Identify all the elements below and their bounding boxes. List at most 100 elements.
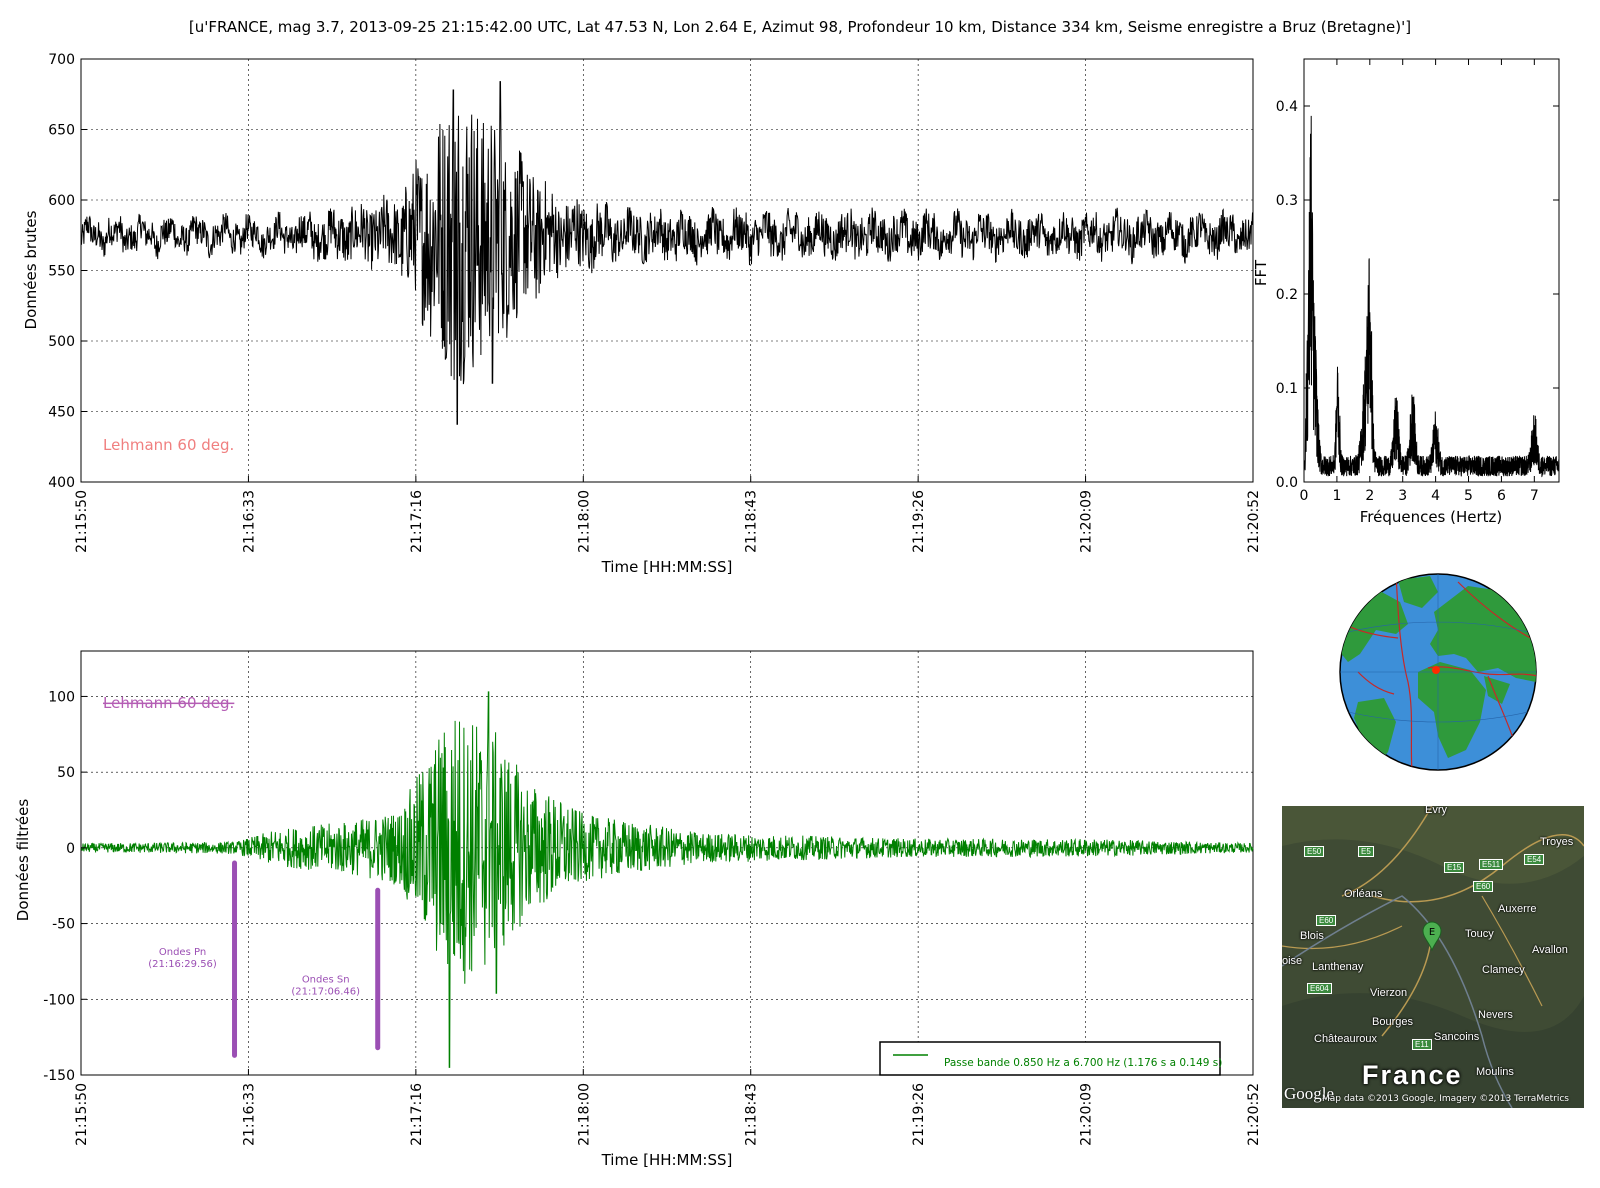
- x-tick-label: 21:16:33: [241, 490, 257, 553]
- x-tick-label: 1: [1332, 488, 1341, 504]
- x-tick-label: 21:18:43: [744, 1083, 760, 1146]
- x-tick-label: 7: [1530, 488, 1539, 504]
- x-tick-label: 5: [1464, 488, 1473, 504]
- y-tick-label: 0.3: [1276, 193, 1298, 209]
- y-tick-label: 450: [48, 405, 75, 421]
- x-tick-label: 21:18:00: [576, 1083, 592, 1146]
- fft-chart: 0.0 0.1 0.2 0.3 0.4 0 1 2 3 4 5 6 7 FFT Fréquences …: [1252, 58, 1560, 526]
- wave-marker-name: Ondes Pn: [159, 947, 206, 958]
- map-city-label: Auxerre: [1498, 903, 1537, 915]
- map-attribution: Map data ©2013 Google, Imagery ©2013 Ter…: [1322, 1094, 1569, 1104]
- map-terrain-patch: [1282, 806, 1584, 884]
- y-tick-label: -50: [52, 917, 75, 933]
- wave-marker-name: Ondes Sn: [302, 974, 350, 985]
- land-africa: [1418, 662, 1486, 758]
- y-tick-label: 500: [48, 334, 75, 350]
- map-road-line: [1481, 895, 1543, 1007]
- epicenter-marker: [1432, 666, 1440, 674]
- x-tick-label: 21:20:52: [1246, 490, 1262, 553]
- x-tick-label: 21:20:09: [1079, 490, 1095, 553]
- y-tick-label: 0.0: [1276, 475, 1298, 491]
- legend-box: Passe bande 0.850 Hz a 6.700 Hz (1.176 s…: [879, 1041, 1222, 1076]
- x-tick-label: 21:20:52: [1246, 1083, 1262, 1146]
- map-road-shield: E60: [1473, 881, 1494, 892]
- fft-x-ticks: 0 1 2 3 4 5 6 7: [1300, 59, 1539, 504]
- x-tick-label: 21:15:50: [74, 1083, 90, 1146]
- fft-series-line: [1303, 115, 1560, 478]
- filtered-data-chart: Ondes Pn(21:16:29.56) Ondes Sn(21:17:06.4…: [14, 650, 1262, 1169]
- map-road-shield: E511: [1479, 859, 1504, 870]
- land-greenland: [1398, 576, 1438, 608]
- raw-x-axis-label: Time [HH:MM:SS]: [601, 558, 733, 576]
- land-eurasia: [1430, 586, 1536, 682]
- map-city-label: Orléans: [1344, 888, 1383, 900]
- y-tick-label: 50: [57, 765, 75, 781]
- filtered-y-axis-label: Données filtrées: [14, 799, 32, 922]
- x-tick-label: 21:15:50: [74, 490, 90, 553]
- x-tick-label: 0: [1300, 488, 1309, 504]
- raw-y-ticks: 400 450 500 550 600 650 700: [48, 52, 87, 491]
- map-city-label: Châteauroux: [1314, 1033, 1377, 1045]
- x-tick-label: 4: [1431, 488, 1440, 504]
- y-tick-label: 0.4: [1276, 99, 1298, 115]
- raw-y-axis-label: Données brutes: [22, 210, 40, 329]
- satellite-map[interactable]: Évry Troyes Orléans Auxerre Blois Toucy …: [1282, 806, 1584, 1108]
- legend-frame: [879, 1041, 1221, 1076]
- map-city-label: Clamecy: [1482, 964, 1525, 976]
- map-terrain: [1282, 806, 1584, 1108]
- x-tick-label: 21:18:00: [576, 490, 592, 553]
- map-city-label: Moulins: [1476, 1066, 1514, 1078]
- y-tick-label: 600: [48, 193, 75, 209]
- x-tick-label: 21:18:43: [744, 490, 760, 553]
- x-tick-label: 21:17:16: [409, 1083, 425, 1146]
- x-tick-label: 2: [1365, 488, 1374, 504]
- y-tick-label: 0.1: [1276, 381, 1298, 397]
- epicenter-pin-body: [1422, 921, 1442, 951]
- wave-markers: Ondes Pn(21:16:29.56) Ondes Sn(21:17:06.4…: [148, 860, 381, 1058]
- map-road-shield: E604: [1307, 983, 1332, 994]
- x-tick-label: 21:16:33: [241, 1083, 257, 1146]
- map-city-label: Blois: [1300, 930, 1324, 942]
- raw-series-line: [80, 81, 1254, 425]
- map-city-label: Vierzon: [1370, 987, 1408, 999]
- filtered-y-ticks: -150 -100 -50 0 50 100: [43, 689, 87, 1084]
- raw-lehmann-annotation: Lehmann 60 deg.: [103, 436, 234, 454]
- epicenter-pin-icon[interactable]: E: [1422, 921, 1442, 951]
- y-tick-label: 650: [48, 123, 75, 139]
- y-tick-label: 0: [66, 841, 75, 857]
- filtered-lehmann-annotation: Lehmann 60 deg.: [103, 694, 234, 712]
- plate-boundary: [1427, 666, 1536, 677]
- fft-x-axis-label: Fréquences (Hertz): [1360, 508, 1503, 526]
- y-tick-label: 700: [48, 52, 75, 68]
- map-road-shield: E60: [1316, 915, 1337, 926]
- y-tick-label: -150: [43, 1068, 75, 1084]
- map-city-label: Sancoins: [1434, 1031, 1480, 1043]
- y-tick-label: 400: [48, 475, 75, 491]
- y-tick-label: -100: [43, 992, 75, 1008]
- map-road-shield: E50: [1304, 846, 1325, 857]
- raw-x-ticks: 21:15:50 21:16:33 21:17:16 21:18:00 21:18:43…: [74, 476, 1262, 553]
- map-city-label: Bourges: [1372, 1016, 1413, 1028]
- x-tick-label: 6: [1497, 488, 1506, 504]
- map-city-label: Évry: [1425, 806, 1447, 816]
- wave-marker-time: (21:16:29.56): [148, 959, 217, 970]
- x-tick-label: 21:19:26: [911, 1083, 927, 1146]
- plate-boundary: [1395, 574, 1413, 770]
- globe-land: [1340, 576, 1536, 768]
- filtered-plot-frame: [80, 650, 1254, 1076]
- x-tick-label: 21:20:09: [1079, 1083, 1095, 1146]
- legend-label: Passe bande 0.850 Hz a 6.700 Hz (1.176 s…: [944, 1057, 1222, 1069]
- x-tick-label: 3: [1398, 488, 1407, 504]
- wave-marker-time: (21:17:06.46): [291, 986, 360, 997]
- page-title: [u'FRANCE, mag 3.7, 2013-09-25 21:15:42.…: [188, 18, 1412, 36]
- filtered-x-axis-label: Time [HH:MM:SS]: [601, 1151, 733, 1169]
- raw-grid: [81, 59, 1253, 482]
- fft-y-ticks: 0.0 0.1 0.2 0.3 0.4: [1276, 99, 1559, 491]
- filtered-series-line: [80, 691, 1254, 1068]
- map-road-shield: E5: [1358, 846, 1374, 857]
- x-tick-label: 21:17:16: [409, 490, 425, 553]
- map-road-shield: E11: [1412, 1039, 1432, 1050]
- globe-map: [1339, 573, 1537, 771]
